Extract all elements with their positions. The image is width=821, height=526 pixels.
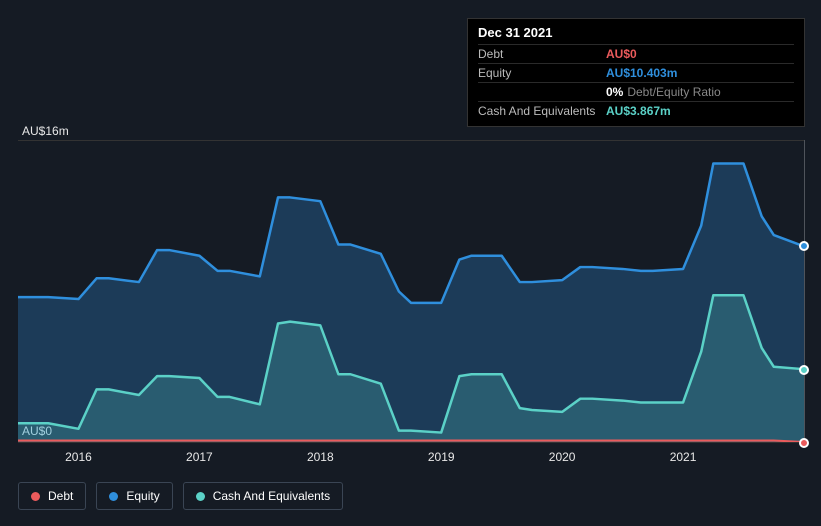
legend-dot-icon (31, 492, 40, 501)
tooltip-label: Cash And Equivalents (478, 104, 606, 118)
tooltip-ratio-pct: 0% (606, 85, 623, 99)
tooltip-value: AU$3.867m (606, 104, 671, 118)
x-tick: 2016 (65, 450, 92, 464)
x-tick: 2017 (186, 450, 213, 464)
tooltip-label: Debt (478, 47, 606, 61)
tooltip: Dec 31 2021 Debt AU$0 Equity AU$10.403m … (467, 18, 805, 127)
x-tick: 2021 (670, 450, 697, 464)
tooltip-value: AU$0 (606, 47, 637, 61)
scrub-line (804, 140, 805, 443)
chart-plot-area[interactable] (18, 140, 804, 443)
tooltip-row-ratio: 0% Debt/Equity Ratio (478, 82, 794, 101)
series-end-marker (799, 241, 809, 251)
chart-root: Dec 31 2021 Debt AU$0 Equity AU$10.403m … (0, 0, 821, 526)
legend: Debt Equity Cash And Equivalents (18, 482, 343, 510)
x-axis-ticks: 2016 2017 2018 2019 2020 2021 (18, 450, 804, 466)
tooltip-ratio-label: Debt/Equity Ratio (627, 85, 720, 99)
tooltip-row-equity: Equity AU$10.403m (478, 63, 794, 82)
legend-item-debt[interactable]: Debt (18, 482, 86, 510)
legend-label: Cash And Equivalents (213, 489, 330, 503)
tooltip-value: AU$10.403m (606, 66, 677, 80)
chart-svg (18, 141, 804, 442)
x-tick: 2018 (307, 450, 334, 464)
y-axis-top-label: AU$16m (22, 124, 69, 138)
tooltip-label: Equity (478, 66, 606, 80)
tooltip-date: Dec 31 2021 (478, 25, 794, 40)
legend-item-equity[interactable]: Equity (96, 482, 172, 510)
series-end-marker (799, 438, 809, 448)
x-tick: 2019 (428, 450, 455, 464)
legend-item-cash[interactable]: Cash And Equivalents (183, 482, 343, 510)
legend-label: Equity (126, 489, 159, 503)
legend-dot-icon (196, 492, 205, 501)
legend-label: Debt (48, 489, 73, 503)
tooltip-label (478, 85, 606, 99)
tooltip-row-debt: Debt AU$0 (478, 44, 794, 63)
series-end-marker (799, 365, 809, 375)
tooltip-row-cash: Cash And Equivalents AU$3.867m (478, 101, 794, 120)
x-tick: 2020 (549, 450, 576, 464)
legend-dot-icon (109, 492, 118, 501)
